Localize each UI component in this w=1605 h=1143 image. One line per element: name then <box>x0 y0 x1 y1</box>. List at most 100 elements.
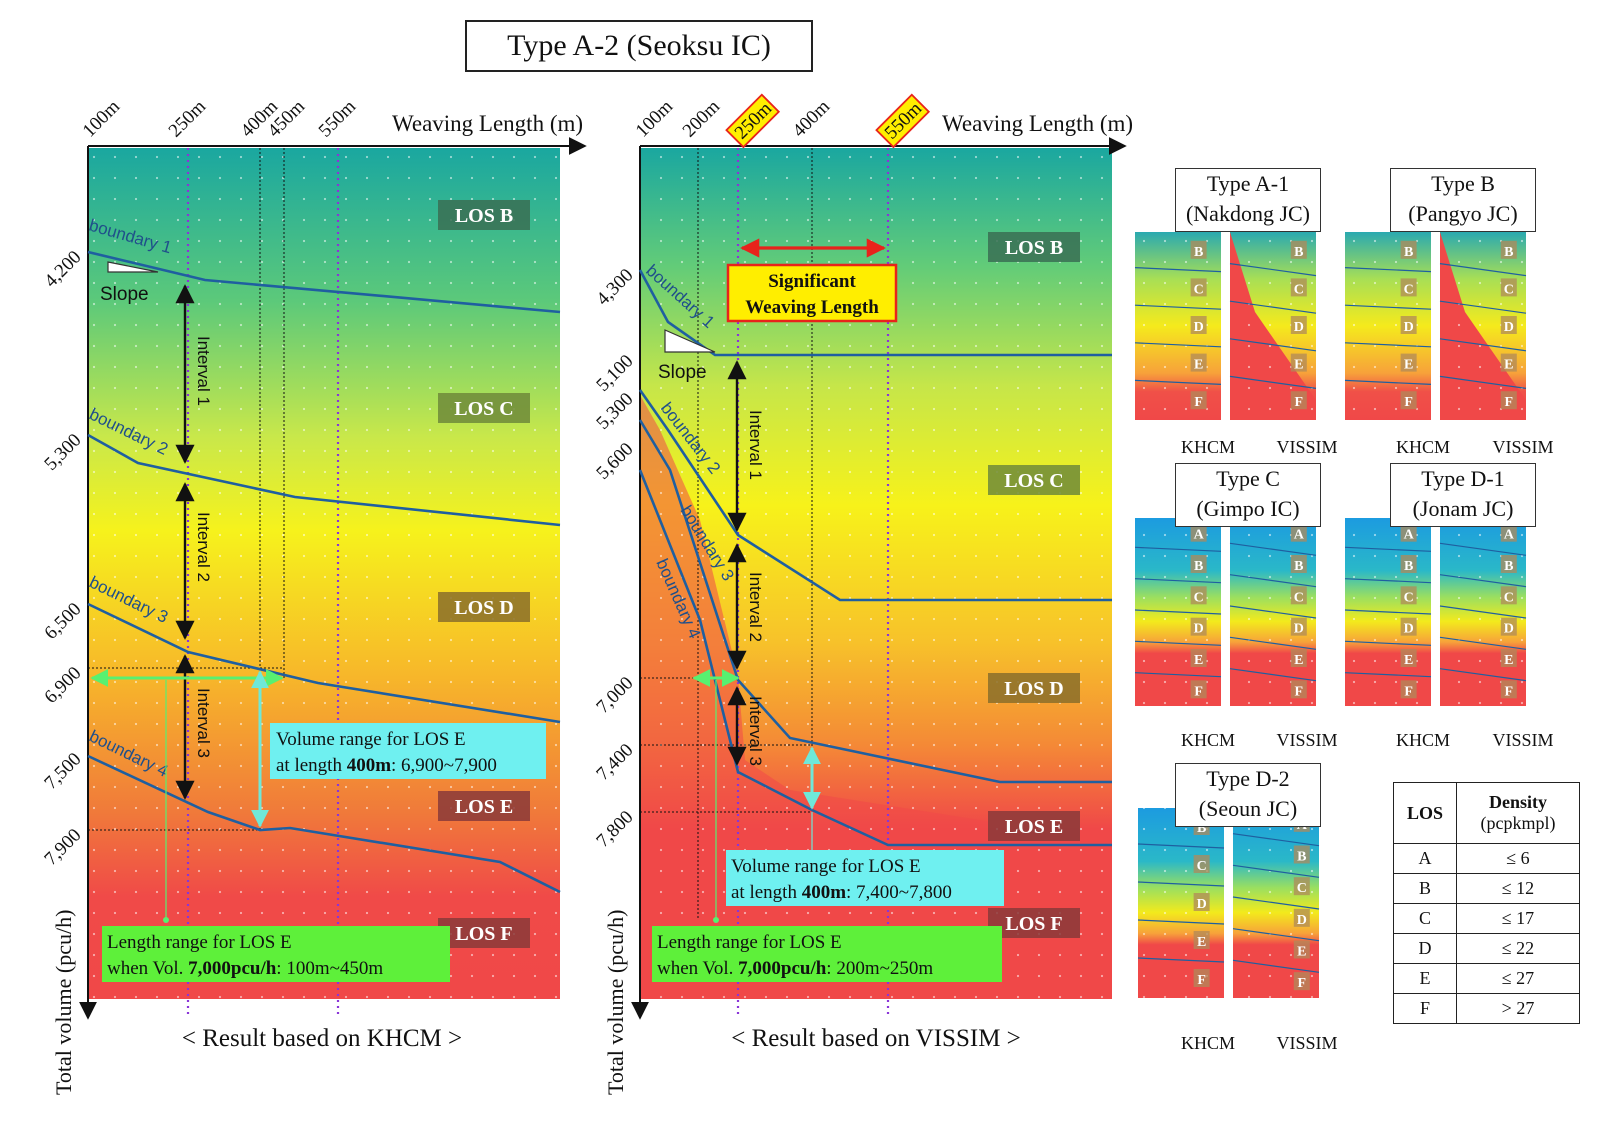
mini-3-vissim-los-box <box>1500 649 1517 667</box>
mini-1-khcm-dots <box>1345 232 1431 420</box>
mini-4-khcm-boundary <box>1137 957 1225 963</box>
mini-3-vissim-los-label: C <box>1504 590 1514 605</box>
mini-2-vissim-boundary <box>1229 636 1317 650</box>
khcm-boundary-3 <box>87 602 561 724</box>
mini-0-khcm-boundary <box>1134 342 1222 348</box>
mini-3-khcm-los-box <box>1400 680 1417 699</box>
mini-3-vissim-los-label: D <box>1504 622 1514 637</box>
vissim-x-tick-550-tag: 550m <box>875 93 931 149</box>
mini-3-khcm-los-box <box>1400 649 1417 667</box>
mini-0-khcm-boundary <box>1134 379 1222 385</box>
mini-2-khcm-boundary <box>1134 672 1222 678</box>
mini-c-vissim-label: VISSIM <box>1276 730 1338 750</box>
mini-4-khcm-los-label: E <box>1197 935 1206 950</box>
mini-4-vissim-los-label: B <box>1297 850 1306 865</box>
table-row: B ≤ 12 <box>1393 873 1580 904</box>
mini-4-khcm-los-box <box>1193 855 1210 873</box>
khcm-slope-label: Slope <box>100 284 149 305</box>
vissim-significant-box <box>726 263 898 323</box>
vissim-x-tick-250-tag: 250m <box>725 93 781 149</box>
vissim-los-d-box <box>988 673 1080 703</box>
mini-title-b: Type B (Pangyo JC) <box>1390 168 1536 232</box>
mini-3-khcm-boundary <box>1344 609 1432 615</box>
khcm-los-c: LOS C <box>454 398 513 420</box>
mini-title-c-line2: (Gimpo IC) <box>1196 496 1300 521</box>
mini-3-vissim-los-box <box>1500 523 1517 542</box>
mini-2-khcm-los-box <box>1190 555 1207 573</box>
vissim-x-axis-title: Weaving Length (m) <box>942 111 1133 136</box>
mini-0-khcm-dots <box>1135 232 1221 420</box>
vissim-significant-label-1: Significant <box>768 271 856 292</box>
mini-d2-vissim-label: VISSIM <box>1276 1033 1338 1053</box>
mini-title-d2: Type D-2 (Seoun JC) <box>1175 763 1321 827</box>
mini-2-vissim-los-label: F <box>1295 684 1304 699</box>
khcm-y-axis-title: Total volume (pcu/h) <box>51 910 76 1095</box>
mini-2-vissim-boundary <box>1229 605 1317 619</box>
mini-4-vissim-boundary <box>1232 864 1320 878</box>
mini-2-vissim-los-box <box>1290 586 1307 605</box>
mini-2-khcm-boundary <box>1134 578 1222 584</box>
vissim-interval-2-label: Interval 2 <box>746 572 765 642</box>
khcm-heatmap-dots <box>88 148 560 999</box>
mini-0-vissim-los-label: E <box>1294 358 1303 373</box>
khcm-x-tick-550: 550m <box>315 96 361 142</box>
mini-4-khcm-los-label: F <box>1197 973 1206 988</box>
khcm-los-c-box <box>438 393 530 423</box>
density-cell: ≤ 27 <box>1456 963 1580 994</box>
los-table-header: LOS Density (pcpkmpl) <box>1393 782 1580 844</box>
mini-4-khcm-los-box <box>1193 893 1210 911</box>
mini-1-vissim-los-box <box>1500 240 1517 259</box>
mini-3-vissim-los-box <box>1500 617 1517 636</box>
vissim-significant-label-2: Weaving Length <box>745 297 879 318</box>
vissim-los-b-box <box>988 232 1080 262</box>
mini-2-vissim-los-box <box>1290 680 1307 699</box>
mini-0-khcm-boundary <box>1134 304 1222 310</box>
khcm-y-tick-6900: 6,900 <box>40 663 85 708</box>
mini-4-vissim-los-box <box>1293 845 1310 864</box>
mini-a1-khcm-label: KHCM <box>1180 437 1235 457</box>
mini-3-vissim-los-box <box>1500 555 1517 573</box>
density-cell: ≤ 12 <box>1456 873 1580 904</box>
mini-3-vissim-los-label: B <box>1504 559 1513 574</box>
khcm-volume-note-line2: at length 400m: 6,900~7,900 <box>276 755 497 776</box>
mini-4-vissim-los-box <box>1293 908 1310 927</box>
mini-2-vissim-los-label: B <box>1294 559 1303 574</box>
vissim-length-note-box <box>652 926 1002 982</box>
los-table-header-density: Density (pcpkmpl) <box>1456 782 1580 844</box>
mini-1-khcm-los-box <box>1400 316 1417 334</box>
mini-1-vissim-los-box <box>1500 353 1517 372</box>
mini-title-a1-line2: (Nakdong JC) <box>1185 201 1311 226</box>
mini-4-vissim-los-label: F <box>1298 976 1307 991</box>
mini-3-vissim-los-label: A <box>1504 528 1515 543</box>
density-cell: > 27 <box>1456 993 1580 1024</box>
vissim-los-e: LOS E <box>1005 816 1063 838</box>
mini-1-khcm-boundary <box>1344 304 1432 310</box>
mini-2-khcm-boundary <box>1134 546 1222 552</box>
khcm-length-leader-dot <box>163 917 169 923</box>
mini-1-vissim-los-box <box>1500 278 1517 297</box>
mini-d1-khcm-label: KHCM <box>1395 730 1450 750</box>
vissim-boundary-2 <box>638 389 1112 602</box>
khcm-los-b-box <box>438 200 530 230</box>
khcm-boundary-1 <box>87 250 561 314</box>
mini-3-vissim-los-label: E <box>1504 653 1513 668</box>
vissim-los-f: LOS F <box>1005 913 1062 935</box>
vissim-x-tick-550-box <box>875 93 931 149</box>
khcm-y-tick-4200: 4,200 <box>40 247 85 292</box>
mini-0-khcm-los-box <box>1190 240 1207 259</box>
table-row: E ≤ 27 <box>1393 963 1580 994</box>
mini-1-khcm-los-label: D <box>1404 320 1414 335</box>
vissim-interval-1-label: Interval 1 <box>746 410 765 480</box>
khcm-boundary-2 <box>87 433 561 527</box>
vissim-los-c: LOS C <box>1004 470 1063 492</box>
mini-1-khcm-los-box <box>1400 240 1417 259</box>
khcm-los-e: LOS E <box>455 796 513 818</box>
mini-2-khcm-boundary <box>1134 609 1222 615</box>
mini-2-vissim-boundary <box>1229 542 1317 556</box>
mini-title-b-line2: (Pangyo JC) <box>1408 201 1518 226</box>
khcm-interval-2-label: Interval 2 <box>194 512 213 582</box>
mini-4-khcm-los-box <box>1193 931 1210 949</box>
mini-2-vissim-los-box <box>1290 617 1307 636</box>
mini-3-vissim-boundary <box>1439 636 1527 650</box>
mini-3-vissim-boundary <box>1439 542 1527 556</box>
